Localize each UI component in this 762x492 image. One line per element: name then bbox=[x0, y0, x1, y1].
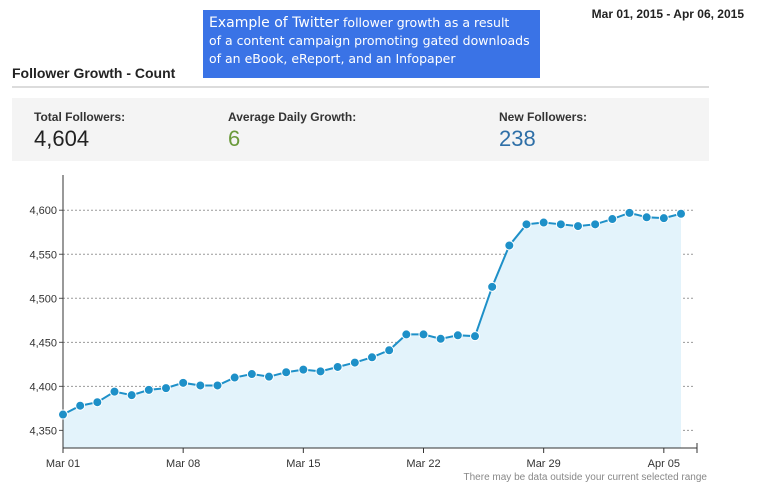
stat-new-label: New Followers: bbox=[499, 110, 588, 124]
data-point bbox=[58, 409, 68, 420]
data-point bbox=[143, 384, 154, 395]
area-fill bbox=[63, 212, 681, 448]
data-point bbox=[452, 330, 463, 341]
x-tick-label: Mar 29 bbox=[527, 458, 561, 470]
stat-average-daily-growth: Average Daily Growth: 6 bbox=[228, 110, 356, 152]
data-point bbox=[521, 219, 532, 230]
date-range[interactable]: Mar 01, 2015 - Apr 06, 2015 bbox=[591, 7, 744, 21]
range-footnote: There may be data outside your current s… bbox=[463, 472, 707, 483]
data-point bbox=[315, 366, 326, 377]
y-tick-label: 4,500 bbox=[29, 293, 57, 305]
data-point bbox=[555, 219, 566, 230]
data-point bbox=[658, 213, 669, 224]
data-point bbox=[538, 217, 549, 228]
data-point bbox=[418, 329, 429, 340]
data-point bbox=[298, 364, 309, 375]
data-point bbox=[246, 369, 257, 380]
data-point bbox=[384, 345, 395, 356]
note-line-2: of a content campaign promoting gated do… bbox=[209, 33, 530, 48]
stat-total-label: Total Followers: bbox=[34, 110, 126, 124]
stat-new-value: 238 bbox=[499, 126, 536, 151]
panel-title: Follower Growth - Count bbox=[12, 65, 176, 81]
annotation-note: Example of Twitter follower growth as a … bbox=[203, 10, 540, 78]
y-tick-label: 4,350 bbox=[29, 425, 57, 437]
data-point bbox=[641, 212, 652, 223]
data-point bbox=[281, 367, 292, 378]
y-tick-label: 4,450 bbox=[29, 337, 57, 349]
data-point bbox=[212, 380, 223, 391]
stat-avg-label: Average Daily Growth: bbox=[228, 110, 357, 124]
x-tick-label: Apr 05 bbox=[648, 458, 680, 470]
data-point bbox=[92, 397, 103, 408]
note-line-1: Example of Twitter follower growth as a … bbox=[209, 14, 534, 32]
data-point bbox=[367, 352, 377, 363]
data-point bbox=[264, 371, 274, 382]
follower-growth-chart: 4,350 4,400 4,450 4,500 4,550 4,600 Mar 01 Mar … bbox=[29, 175, 698, 470]
data-point bbox=[195, 380, 206, 391]
data-point bbox=[676, 208, 686, 219]
note-lead: Example of Twitter bbox=[209, 15, 340, 31]
x-tick-label: Mar 22 bbox=[406, 458, 440, 470]
note-rest: follower growth as a result bbox=[339, 15, 510, 30]
data-point bbox=[229, 372, 240, 383]
data-point bbox=[435, 333, 446, 344]
stats-summary: Total Followers: 4,604 Average Daily Gro… bbox=[12, 98, 709, 161]
data-point bbox=[624, 207, 635, 218]
data-point bbox=[607, 214, 618, 225]
note-line-3: of an eBook, eReport, and an Infopaper bbox=[209, 51, 456, 66]
y-tick-label: 4,550 bbox=[29, 249, 57, 261]
stat-new-followers: New Followers: 238 bbox=[499, 110, 587, 152]
title-divider bbox=[12, 86, 709, 88]
data-point bbox=[109, 386, 120, 397]
data-point bbox=[573, 221, 583, 232]
y-tick-label: 4,400 bbox=[29, 381, 57, 393]
x-tick-label: Mar 15 bbox=[286, 458, 320, 470]
stat-total-followers: Total Followers: 4,604 bbox=[34, 110, 125, 152]
data-point bbox=[504, 240, 515, 251]
data-point bbox=[161, 383, 171, 394]
data-point bbox=[75, 400, 86, 411]
data-point bbox=[332, 361, 343, 372]
x-tick-label: Mar 01 bbox=[46, 458, 80, 470]
data-point bbox=[487, 281, 498, 292]
data-point bbox=[470, 331, 480, 342]
x-tick-label: Mar 08 bbox=[166, 458, 200, 470]
stat-avg-value: 6 bbox=[228, 126, 241, 151]
data-point bbox=[349, 357, 360, 368]
data-point bbox=[178, 377, 189, 388]
data-point bbox=[401, 329, 412, 340]
data-point bbox=[126, 390, 137, 401]
stat-total-value: 4,604 bbox=[34, 126, 90, 151]
y-tick-label: 4,600 bbox=[29, 205, 57, 217]
data-point bbox=[590, 219, 601, 230]
